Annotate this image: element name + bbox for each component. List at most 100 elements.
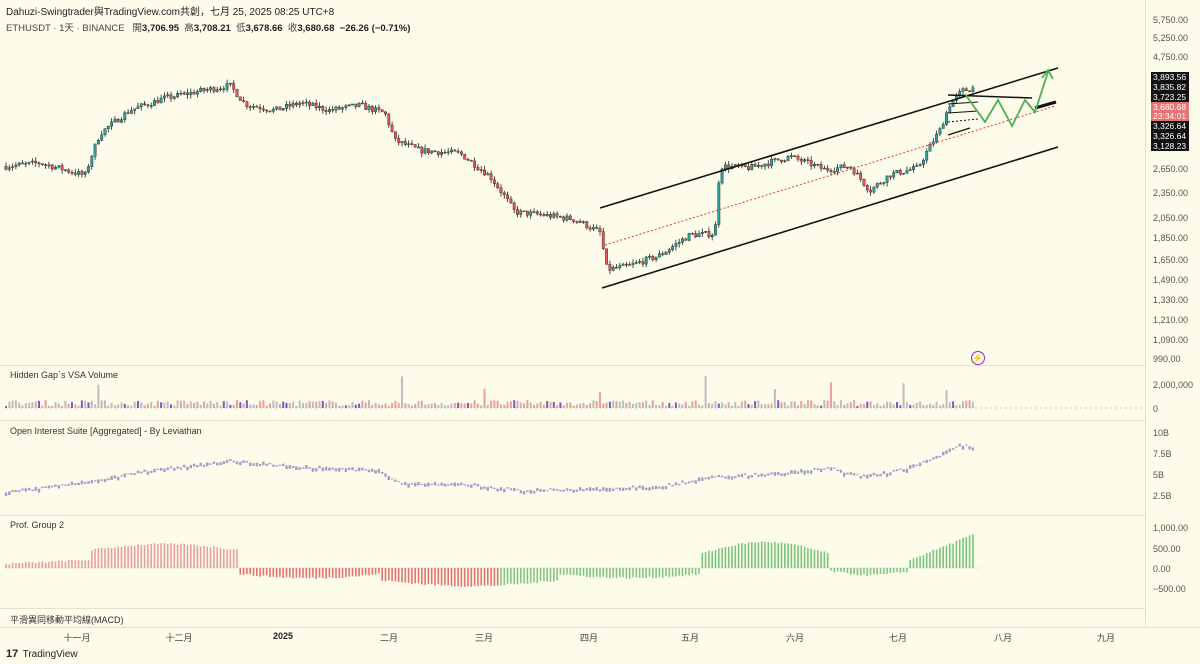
oi-bar: [410, 483, 414, 485]
prof-bar: [143, 545, 146, 568]
lightning-bolt-icon[interactable]: ⚡: [971, 351, 985, 365]
volume-bar: [678, 403, 681, 408]
oi-bar: [714, 476, 717, 478]
prof-bar: [8, 564, 11, 568]
candle: [235, 89, 239, 98]
volume-pane-label[interactable]: Hidden Gap`s VSA Volume: [10, 370, 119, 380]
price-pane[interactable]: [4, 67, 1059, 289]
oi-bar: [153, 468, 156, 473]
oi-bar: [74, 483, 77, 485]
candle: [275, 106, 278, 110]
candle: [651, 255, 655, 260]
volume-bar: [315, 401, 318, 408]
oi-bar: [588, 487, 592, 492]
prof-bar: [322, 568, 324, 579]
volume-bar: [44, 400, 47, 408]
volume-bar: [298, 400, 301, 408]
candle: [334, 106, 338, 111]
candle: [572, 219, 576, 222]
candle: [813, 164, 816, 167]
oi-bar: [242, 460, 245, 463]
candle: [159, 98, 163, 104]
candle: [70, 171, 74, 174]
oi-bar: [367, 469, 371, 473]
prof-bar: [922, 555, 925, 568]
volume-bar: [806, 400, 809, 408]
candle: [11, 166, 14, 168]
symbol-label[interactable]: ETHUSDT · 1天 · BINANCE: [6, 23, 125, 34]
oi-bar: [150, 470, 153, 473]
candle: [935, 133, 939, 143]
candle: [278, 106, 282, 111]
oi-bar: [70, 481, 74, 486]
volume-bar: [430, 403, 433, 408]
oi-bar: [100, 479, 103, 481]
prof-bar: [358, 568, 360, 577]
oi-bar: [678, 483, 681, 486]
volume-bar: [589, 403, 592, 408]
macd-pane-label[interactable]: 平滑異同移動平均線(MACD): [10, 615, 124, 625]
candle: [938, 128, 942, 135]
oi-bar: [889, 472, 892, 476]
prof-bar: [48, 561, 50, 568]
open-value: 3,706.95: [142, 23, 180, 34]
candle: [367, 106, 371, 110]
oi-bar: [638, 485, 641, 489]
price-tick: 5,750.00: [1153, 15, 1189, 25]
prof-bar: [193, 544, 195, 568]
volume-bar: [889, 402, 892, 408]
oi-bar: [711, 475, 714, 478]
open-interest-pane[interactable]: [4, 443, 975, 496]
tradingview-footer[interactable]: 17 TradingView: [6, 648, 78, 660]
prof-group-pane[interactable]: [5, 534, 980, 587]
pane-divider[interactable]: [0, 420, 1145, 421]
candle: [440, 152, 443, 155]
chart-canvas[interactable]: [0, 0, 1145, 628]
pane-divider[interactable]: [0, 365, 1145, 366]
volume-bar: [886, 401, 889, 408]
oi-pane-label[interactable]: Open Interest Suite [Aggregated] - By Le…: [10, 426, 202, 436]
volume-bar: [288, 403, 291, 408]
candle: [519, 210, 523, 215]
oi-bar: [928, 459, 932, 462]
volume-bar: [120, 402, 123, 408]
candle: [545, 214, 549, 216]
prof-bar: [5, 563, 7, 568]
volume-bar: [971, 401, 974, 408]
oi-bar: [272, 464, 275, 467]
oi-bar: [826, 467, 829, 469]
ohlc-legend[interactable]: ETHUSDT · 1天 · BINANCE 開3,706.95 高3,708.…: [6, 20, 410, 34]
prof-bar: [364, 568, 367, 575]
prof-bar: [638, 568, 641, 578]
price-tag: 3,893.56: [1151, 72, 1189, 82]
volume-bar: [754, 401, 757, 408]
volume-bar: [529, 402, 532, 408]
candle: [743, 164, 747, 167]
candle: [658, 253, 661, 258]
oi-bar: [80, 480, 84, 485]
oi-bar: [552, 488, 555, 491]
prof-bar: [160, 543, 162, 568]
volume-bar: [496, 400, 499, 408]
prof-bar: [582, 568, 585, 576]
prof-bar: [698, 568, 700, 574]
oi-bar: [829, 467, 833, 471]
chart-title: Dahuzi-Swingtrader與TradingView.com共創，七月 …: [6, 7, 335, 18]
pane-divider[interactable]: [0, 608, 1145, 609]
candle: [433, 150, 437, 153]
candle: [347, 104, 351, 106]
candle: [796, 155, 800, 160]
prof-bar: [348, 568, 350, 577]
volume-pane[interactable]: [5, 376, 1145, 409]
price-tick: 5,250.00: [1153, 33, 1189, 43]
oi-bar: [397, 481, 400, 483]
prof-bar: [704, 551, 707, 568]
candle: [865, 185, 869, 191]
volume-bar: [384, 403, 387, 408]
pane-divider[interactable]: [0, 515, 1145, 516]
prof-bar: [787, 543, 789, 568]
volume-bar: [655, 404, 658, 408]
candle: [542, 214, 546, 216]
volume-bar: [952, 401, 955, 408]
prof-pane-label[interactable]: Prof. Group 2: [10, 520, 65, 530]
